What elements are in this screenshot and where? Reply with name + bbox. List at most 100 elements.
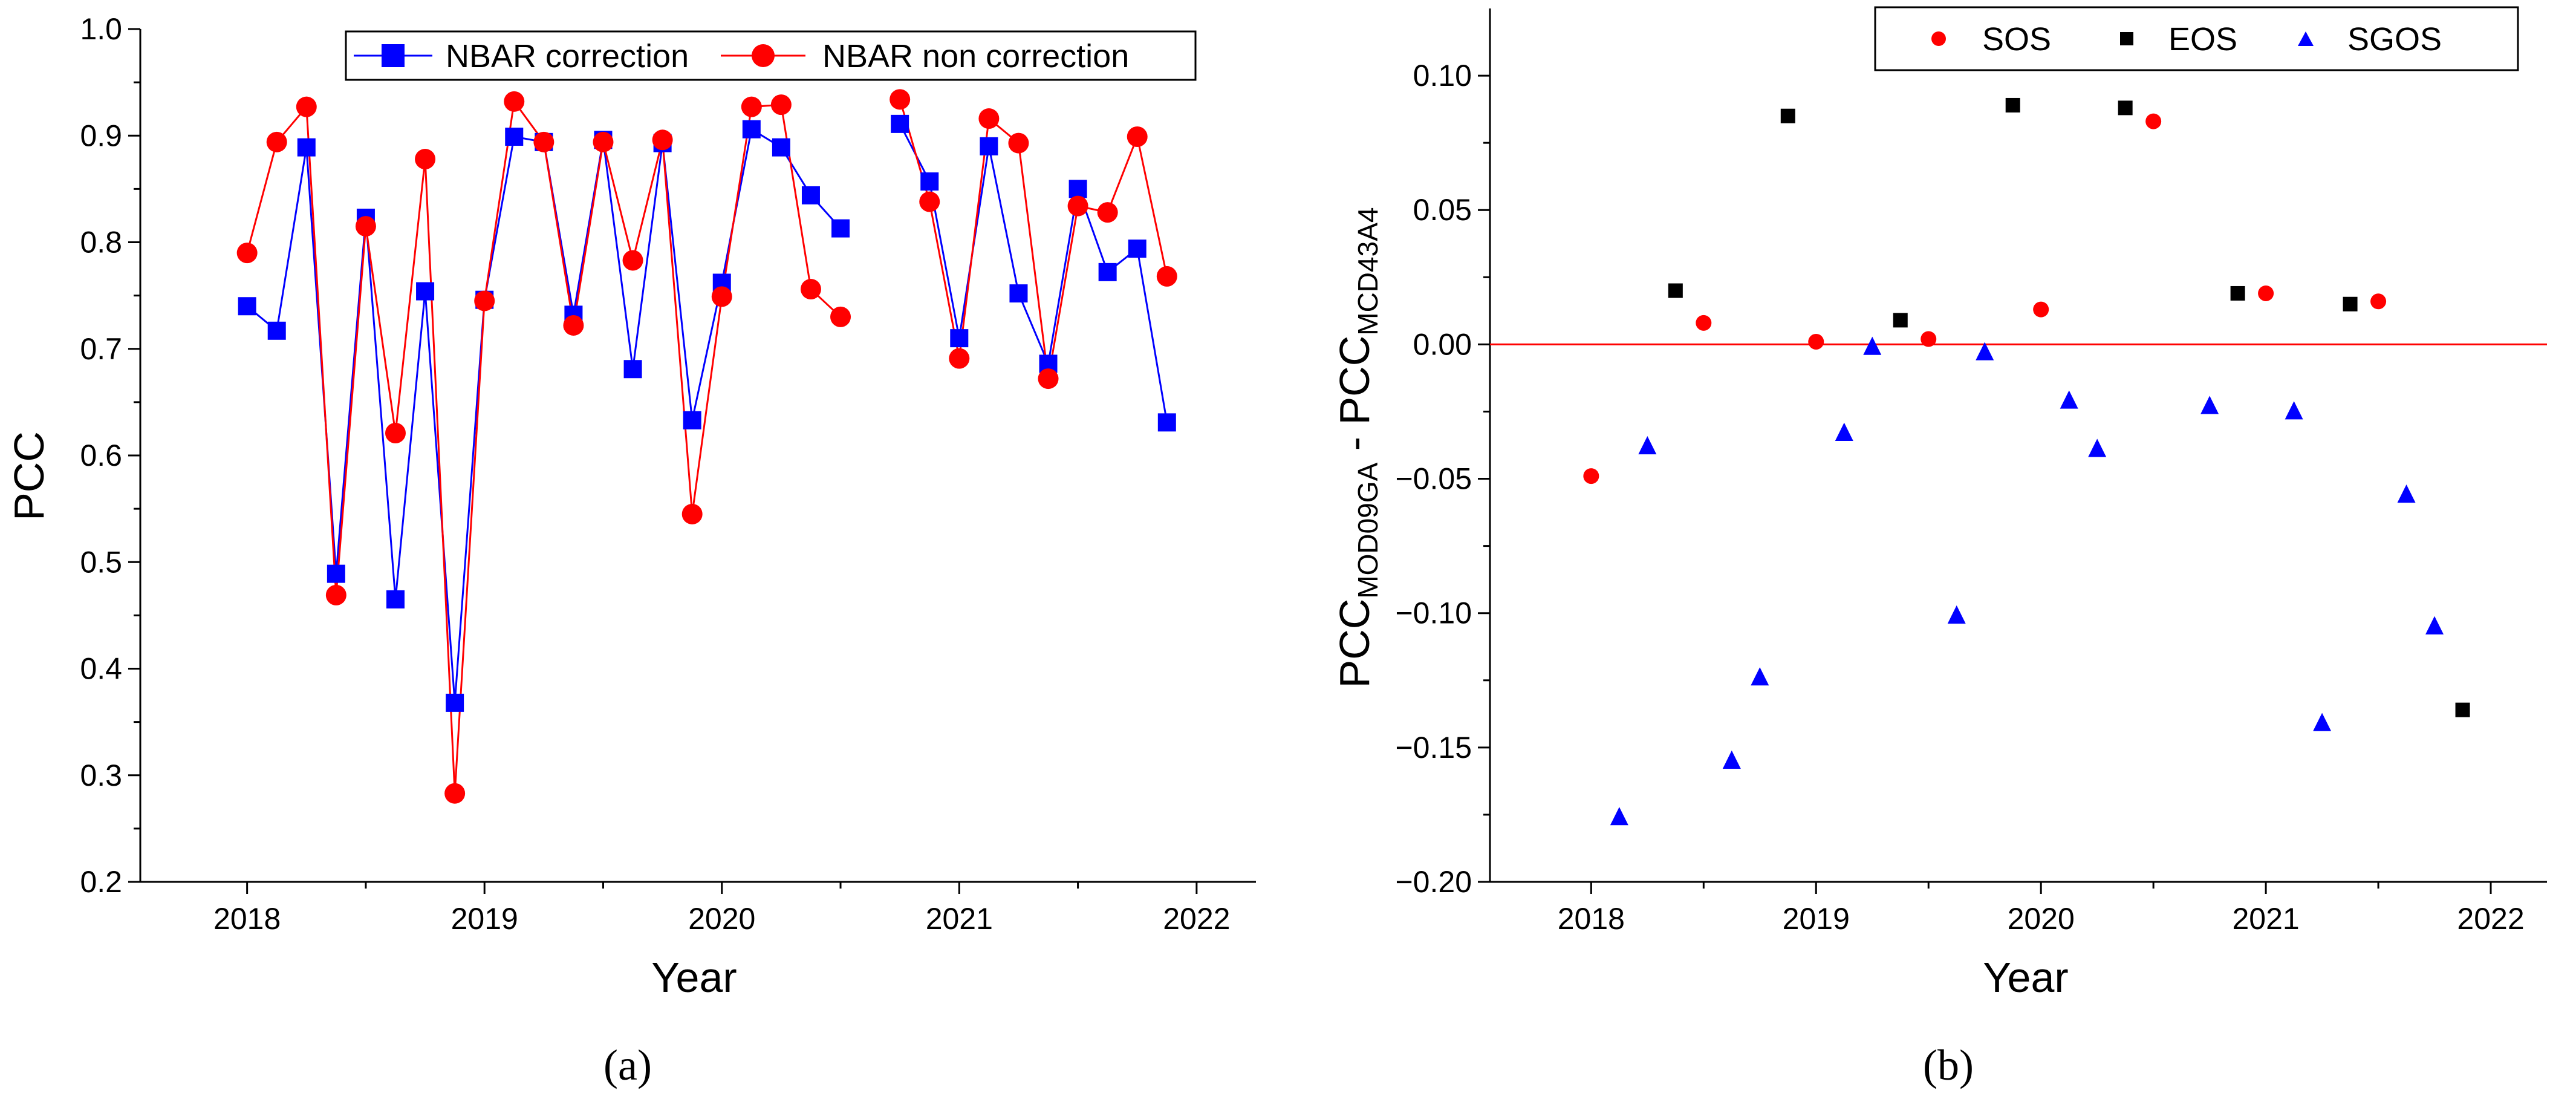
legend-marker-eos <box>2120 32 2133 45</box>
series-line-nbar-non-correction <box>899 99 1168 379</box>
panel-b-gridless-frame <box>1489 8 2547 883</box>
series-line-nbar-correction <box>246 128 842 703</box>
panel-a-y-tick-label: 0.8 <box>80 226 122 259</box>
data-point-nbar-non-correction <box>563 315 584 336</box>
panel-b-plot-layer <box>1490 97 2547 826</box>
data-point-nbar-non-correction <box>593 131 614 152</box>
data-point-sgos <box>1835 422 1853 441</box>
data-point-nbar-non-correction <box>800 279 821 300</box>
data-point-sgos <box>2397 484 2416 503</box>
panel-a-ticks: 0.2 0.3 0.4 0.5 0.6 0.7 0.8 0.9 1.0 2018 2019 2020 2… <box>80 12 1230 936</box>
data-point-sgos <box>1976 342 1994 360</box>
data-point-sgos <box>1610 807 1628 826</box>
panel-b-legend: SOS EOS SGOS <box>1874 6 2519 71</box>
data-point-sgos <box>1638 435 1657 455</box>
data-point-nbar-correction <box>238 297 256 316</box>
panel-a-x-tick-label: 2019 <box>451 902 518 936</box>
panel-b-x-tick-label: 2018 <box>1558 902 1625 936</box>
data-point-eos <box>2118 100 2133 116</box>
panel-a-label-text: (a) <box>603 1041 652 1089</box>
data-point-sos <box>2258 285 2274 301</box>
data-point-eos <box>1668 283 1683 298</box>
data-point-sgos <box>2285 401 2303 420</box>
data-point-eos <box>1780 108 1795 123</box>
data-point-sgos <box>1863 336 1882 355</box>
data-point-sos <box>2370 293 2387 310</box>
data-point-nbar-non-correction <box>385 422 406 443</box>
panel-b-x-tick-label: 2019 <box>1783 902 1850 936</box>
data-point-nbar-correction <box>386 590 405 608</box>
data-point-sgos <box>2313 713 2332 731</box>
data-point-nbar-correction <box>327 564 345 583</box>
data-point-eos <box>2455 702 2470 717</box>
panel-b-label: (b) <box>1923 1041 1974 1089</box>
data-point-sgos <box>2088 439 2107 457</box>
data-point-nbar-non-correction <box>236 243 258 264</box>
data-point-nbar-correction <box>1068 180 1087 198</box>
data-point-nbar-correction <box>801 186 820 204</box>
data-point-nbar-non-correction <box>474 290 495 312</box>
ylabel-mid: - PCC <box>1331 336 1378 463</box>
data-point-nbar-correction <box>980 137 998 155</box>
data-point-nbar-non-correction <box>919 191 940 212</box>
data-point-nbar-correction <box>891 114 909 133</box>
data-point-nbar-non-correction <box>1038 368 1059 390</box>
data-point-nbar-non-correction <box>830 306 851 327</box>
data-point-nbar-correction <box>1157 413 1176 432</box>
chart-panel-b: −0.20 −0.15 −0.10 −0.05 0.00 0.05 0.10 2018 2019… <box>1331 6 2547 1089</box>
data-point-sos <box>2145 113 2162 129</box>
data-point-nbar-correction <box>831 219 850 238</box>
data-point-nbar-non-correction <box>978 108 1000 129</box>
panel-b-y-tick-label: −0.10 <box>1395 596 1472 630</box>
data-point-nbar-correction <box>742 120 761 139</box>
panel-a-y-tick-label: 0.4 <box>80 652 122 686</box>
panel-b-x-tick-label: 2021 <box>2232 902 2299 936</box>
data-point-nbar-correction <box>1128 240 1147 258</box>
data-point-nbar-non-correction <box>415 149 436 170</box>
data-point-nbar-correction <box>772 138 790 157</box>
panel-b-x-axis-label: Year <box>1983 954 2068 1001</box>
panel-a-y-tick-label: 0.5 <box>80 545 122 579</box>
data-point-sgos <box>1947 605 1966 624</box>
panel-b-x-tick-label: 2022 <box>2457 902 2524 936</box>
data-point-nbar-correction <box>267 321 286 340</box>
panel-b-y-tick-label: −0.20 <box>1395 865 1472 899</box>
chart-panel-a: 0.2 0.3 0.4 0.5 0.6 0.7 0.8 0.9 1.0 2018 2019 2020 2… <box>5 12 1256 1089</box>
data-point-nbar-correction <box>1009 284 1028 303</box>
legend-marker-square <box>382 44 405 67</box>
ylabel-sub2: MCD43A4 <box>1352 207 1384 336</box>
data-point-sos <box>1583 468 1599 484</box>
data-point-nbar-correction <box>1098 263 1117 281</box>
data-point-nbar-non-correction <box>711 286 732 307</box>
data-point-nbar-non-correction <box>1067 195 1088 217</box>
data-point-eos <box>1893 313 1908 328</box>
legend-marker-sos <box>1931 31 1946 46</box>
data-point-nbar-non-correction <box>741 96 762 117</box>
data-point-nbar-non-correction <box>949 348 970 369</box>
data-point-sos <box>1921 331 1937 347</box>
data-point-nbar-non-correction <box>355 216 376 237</box>
legend-label-nbar-non-correction: NBAR non correction <box>822 38 1129 74</box>
legend-label-nbar-correction: NBAR correction <box>446 38 689 74</box>
data-point-nbar-non-correction <box>266 131 287 152</box>
data-point-nbar-non-correction <box>325 584 346 605</box>
panel-a-x-tick-label: 2018 <box>213 902 281 936</box>
data-point-eos <box>2230 285 2245 301</box>
data-point-nbar-correction <box>920 172 939 191</box>
data-point-sos <box>2033 301 2049 318</box>
panel-b-y-tick-label: 0.10 <box>1413 59 1472 93</box>
panel-a-y-tick-label: 0.7 <box>80 332 122 366</box>
panel-a-x-tick-label: 2022 <box>1163 902 1230 936</box>
data-point-nbar-correction <box>505 128 524 146</box>
legend-marker-sgos <box>2298 31 2314 46</box>
panel-b-y-tick-label: 0.00 <box>1413 327 1472 361</box>
data-point-nbar-non-correction <box>1008 132 1029 154</box>
panel-a-label: (a) <box>603 1041 652 1089</box>
data-point-sgos <box>2060 390 2078 409</box>
legend-label-sgos: SGOS <box>2347 21 2442 57</box>
data-point-sgos <box>2425 616 2444 634</box>
data-point-sgos <box>2200 396 2219 414</box>
legend-label-sos: SOS <box>1982 21 2051 57</box>
panel-b-legend-box <box>1874 6 2519 71</box>
data-point-sgos <box>1751 667 1769 686</box>
